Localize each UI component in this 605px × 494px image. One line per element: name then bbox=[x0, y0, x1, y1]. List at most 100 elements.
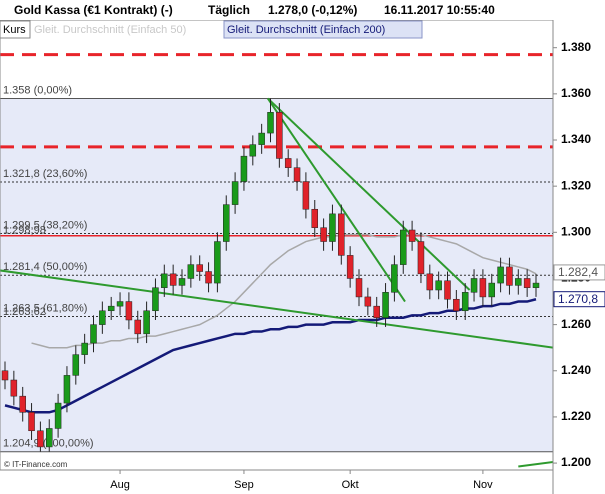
trendline bbox=[267, 97, 471, 291]
candle-body bbox=[1, 370, 9, 381]
legend-box bbox=[223, 20, 423, 39]
legend-entry: Gleit. Durchschnitt (Einfach 200) bbox=[227, 24, 385, 36]
candle-body bbox=[488, 282, 495, 298]
fib-label: 1.263,5 (61,80%) bbox=[3, 302, 87, 314]
x-tick-label: Sep bbox=[234, 479, 254, 491]
candle-body bbox=[240, 155, 248, 182]
trendline bbox=[0, 269, 553, 349]
candle-body bbox=[382, 292, 389, 318]
candle-body bbox=[497, 266, 504, 284]
candle-body bbox=[37, 430, 44, 448]
candle-body bbox=[293, 167, 301, 182]
footer: © IT-Finance.com bbox=[4, 460, 68, 469]
header-bar bbox=[0, 0, 605, 20]
candle-body bbox=[400, 229, 407, 265]
candle-body bbox=[99, 310, 106, 325]
fib-label: 1.281,4 (50,00%) bbox=[3, 261, 87, 273]
fib-label: 1.358 (0,00%) bbox=[3, 84, 72, 96]
candle-body bbox=[355, 278, 363, 298]
candle-body bbox=[107, 305, 115, 312]
legend-price: Kurs bbox=[3, 24, 26, 36]
candle-body bbox=[426, 273, 434, 291]
legend-box bbox=[0, 20, 31, 39]
candle-body bbox=[284, 158, 292, 168]
candle-body bbox=[231, 181, 239, 205]
candle-body bbox=[161, 273, 168, 288]
candle-body bbox=[63, 375, 71, 404]
fib-label: 1.299,5 (38,20%) bbox=[3, 219, 87, 231]
candle-body bbox=[346, 255, 354, 279]
candle-body bbox=[72, 354, 80, 376]
price-tag-box bbox=[553, 291, 605, 308]
candle-body bbox=[523, 278, 531, 288]
candle-body bbox=[453, 298, 460, 312]
candle-body bbox=[267, 112, 274, 134]
candle-body bbox=[116, 301, 124, 307]
candle-body bbox=[444, 280, 451, 300]
candle-body bbox=[19, 395, 26, 413]
candle-body bbox=[435, 280, 442, 291]
candle-body bbox=[276, 112, 283, 159]
candle-body bbox=[46, 428, 53, 448]
candle-body bbox=[461, 292, 469, 312]
candle-body bbox=[143, 310, 150, 335]
candle-body bbox=[470, 278, 478, 293]
plot-area: 1.358 (0,00%) 1.321,8 (23,60%) 1.299,5 (38… bbox=[0, 53, 553, 468]
candle-body bbox=[81, 342, 88, 355]
candle-body bbox=[178, 278, 186, 286]
y-tick-label: 1.320 bbox=[561, 178, 591, 192]
candle-body bbox=[302, 181, 310, 210]
overlay-label: 1.298,98 bbox=[3, 225, 46, 237]
candle-body bbox=[417, 241, 425, 275]
candle-body bbox=[532, 282, 540, 288]
candle-body bbox=[223, 204, 230, 242]
y-tick-label: 1.340 bbox=[561, 132, 591, 146]
trendline bbox=[518, 461, 553, 468]
candle-body bbox=[408, 229, 416, 242]
candle-body bbox=[258, 132, 265, 145]
candle-body bbox=[338, 213, 345, 256]
candle-body bbox=[134, 319, 141, 335]
candle-body bbox=[187, 264, 195, 279]
candle-body bbox=[515, 278, 522, 286]
candle-body bbox=[320, 227, 327, 242]
candle-body bbox=[205, 271, 212, 284]
candle-body bbox=[391, 264, 398, 293]
candle-body bbox=[373, 305, 380, 318]
candle-body bbox=[169, 273, 177, 286]
y-tick-label: 1.200 bbox=[561, 455, 591, 469]
y-tick-label: 1.220 bbox=[561, 409, 591, 423]
last-price: 1.278,0 (-0,12%) bbox=[268, 3, 357, 17]
price-tag-box bbox=[553, 264, 605, 281]
y-tick-label: 1.380 bbox=[561, 40, 591, 54]
candle-body bbox=[364, 296, 372, 307]
trendline bbox=[267, 97, 406, 303]
overlay-label: 1.263,62 bbox=[3, 306, 46, 318]
candle-body bbox=[196, 264, 203, 272]
candle-body bbox=[249, 144, 257, 157]
x-tick-label: Okt bbox=[342, 479, 359, 491]
candle-body bbox=[54, 402, 62, 429]
candle-body bbox=[28, 412, 35, 432]
moving-average bbox=[4, 298, 537, 414]
candle-body bbox=[10, 379, 18, 397]
x-tick-label: Aug bbox=[110, 479, 130, 491]
candle-body bbox=[479, 278, 487, 298]
candle-body bbox=[152, 287, 159, 312]
moving-average bbox=[31, 233, 537, 349]
interval: Täglich bbox=[208, 3, 250, 17]
candle-body bbox=[329, 213, 336, 242]
price-tag: 1.282,4 bbox=[558, 265, 598, 279]
y-tick-label: 1.260 bbox=[561, 317, 591, 331]
timestamp: 16.11.2017 10:55:40 bbox=[384, 3, 495, 17]
x-tick-label: Nov bbox=[473, 479, 493, 491]
candle-body bbox=[90, 324, 97, 344]
price-tag: 1.270,8 bbox=[558, 292, 598, 306]
candle-body bbox=[506, 266, 513, 286]
y-tick-label: 1.300 bbox=[561, 224, 591, 238]
y-tick-label: 1.360 bbox=[561, 86, 591, 100]
candle-body bbox=[125, 301, 133, 321]
legend-entry: Gleit. Durchschnitt (Einfach 50) bbox=[34, 24, 186, 36]
